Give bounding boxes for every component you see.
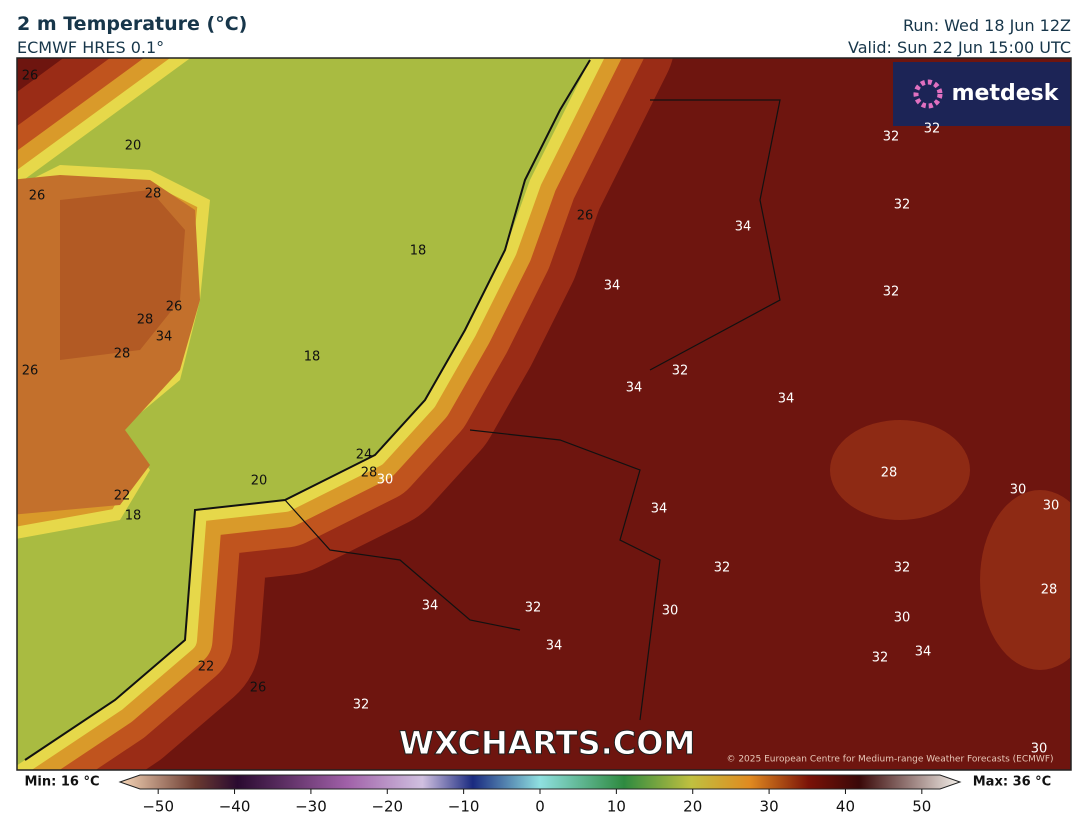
contour-label: 32 (894, 561, 911, 576)
contour-labels: 26 20 26 28 18 26 34 32 32 32 34 32 28 2… (22, 69, 1060, 757)
uk-warm (60, 190, 185, 360)
colorbar-tick-label: 20 (683, 798, 702, 816)
contour-label: 26 (22, 364, 39, 379)
colorbar-tick-label: 30 (760, 798, 779, 816)
contour-label: 30 (662, 604, 679, 619)
contour-label: 30 (1010, 483, 1027, 498)
colorbar-tick-label: −20 (371, 798, 403, 816)
map-title: 2 m Temperature (°C) (17, 13, 248, 35)
contour-label: 28 (1041, 583, 1058, 598)
contour-label: 34 (778, 392, 795, 407)
contour-label: 26 (577, 209, 594, 224)
contour-label: 32 (525, 601, 542, 616)
contour-label: 32 (714, 561, 731, 576)
logo-text: metdesk (952, 81, 1060, 106)
colorbar-tick-label: 0 (535, 798, 545, 816)
contour-label: 34 (915, 645, 932, 660)
contour-label: 26 (22, 69, 39, 84)
logo-box (893, 62, 1071, 126)
coastline (24, 59, 591, 761)
contour-label: 32 (883, 285, 900, 300)
contour-label: 22 (198, 660, 215, 675)
colorbar-tick-label: −50 (142, 798, 174, 816)
max-label: Max: 36 °C (973, 775, 1051, 790)
contour-label: 28 (361, 466, 378, 481)
watermark: WXCHARTS.COM (399, 724, 696, 762)
contour-label: 32 (872, 651, 889, 666)
colorbar-tick-label: 40 (836, 798, 855, 816)
contour-label: 34 (546, 639, 563, 654)
colorbar-ticks: −50 −40 −30 −20 −10 0 10 20 30 40 50 (142, 789, 931, 816)
contour-label: 32 (672, 364, 689, 379)
contour-label: 28 (145, 187, 162, 202)
copyright: © 2025 European Centre for Medium-range … (726, 755, 1053, 765)
valid-time: Valid: Sun 22 Jun 15:00 UTC (848, 38, 1071, 57)
border (284, 99, 781, 721)
warm-patch (980, 490, 1071, 670)
contour-label: 30 (1043, 499, 1060, 514)
colorbar-tick-label: −10 (448, 798, 480, 816)
contour-label: 20 (251, 474, 268, 489)
colorbar (118, 774, 962, 790)
contour-label: 26 (29, 189, 46, 204)
contour-label: 30 (377, 473, 394, 488)
contour-label: 34 (651, 502, 668, 517)
colorbar-tick-label: 50 (912, 798, 931, 816)
contour-label: 32 (894, 198, 911, 213)
contour-label: 34 (626, 381, 643, 396)
contour-label: 28 (881, 466, 898, 481)
contour-label: 20 (125, 139, 142, 154)
contour-label: 30 (1031, 742, 1048, 757)
logo-icon (913, 79, 943, 109)
contour-label: 32 (883, 130, 900, 145)
contour-label: 26 (166, 300, 183, 315)
contour-label: 26 (250, 681, 267, 696)
contour-label: 28 (114, 347, 131, 362)
contour-label: 22 (114, 489, 131, 504)
run-time: Run: Wed 18 Jun 12Z (903, 16, 1071, 35)
contour-label: 18 (304, 350, 321, 365)
contour-label: 18 (125, 509, 142, 524)
contour-label: 34 (422, 599, 439, 614)
min-label: Min: 16 °C (24, 775, 99, 790)
contour-label: 32 (924, 122, 941, 137)
contour-label: 28 (137, 313, 154, 328)
model-name: ECMWF HRES 0.1° (17, 38, 165, 57)
warm-patch (830, 420, 970, 520)
contour-label: 34 (604, 279, 621, 294)
contour-label: 30 (894, 611, 911, 626)
contour-label: 34 (156, 330, 173, 345)
map-area: metdesk WXCHARTS.COM © 2025 European Cen… (17, 58, 1071, 770)
colorbar-tick-label: 10 (607, 798, 626, 816)
contour-label: 24 (356, 448, 373, 463)
colorbar-tick-label: −30 (295, 798, 327, 816)
colorbar-tick-label: −40 (219, 798, 251, 816)
contour-label: 34 (735, 220, 752, 235)
map-frame (16, 57, 1072, 771)
contour-label: 18 (410, 244, 427, 259)
contour-label: 32 (353, 698, 370, 713)
